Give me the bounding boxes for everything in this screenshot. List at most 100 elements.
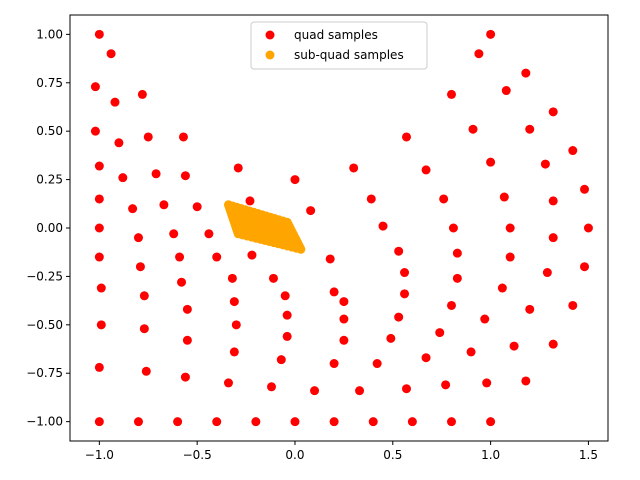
x-tick-label: 1.5 [579,448,598,462]
quad-sample-point [133,417,143,427]
quad-sample-point [568,300,578,310]
quad-sample-point [548,107,558,117]
quad-sample-point [151,169,161,179]
quad-sample-point [435,328,445,338]
quad-sample-point [175,252,185,262]
y-tick-label: −0.50 [26,318,63,332]
quad-sample-point [231,320,241,330]
quad-sample-point [251,417,261,427]
quad-sample-point [421,165,431,175]
legend: quad samples sub-quad samples [250,21,428,70]
quad-sample-point [141,366,151,376]
legend-marker [265,30,275,40]
quad-sample-point [114,138,124,148]
quad-sample-point [407,417,417,427]
quad-sample-point [94,161,104,171]
y-tick-label: 1.00 [36,27,63,41]
quad-sample-point [394,246,404,256]
quad-sample-point [329,417,339,427]
quad-sample-point [282,310,292,320]
quad-sample-point [90,82,100,92]
quad-sample-point [366,194,376,204]
quad-sample-point [325,254,335,264]
quad-sample-point [229,347,239,357]
legend-label: quad samples [294,28,378,42]
quad-sample-point [310,386,320,396]
quad-sample-point [400,268,410,278]
quad-sample-point [94,29,104,39]
quad-sample-point [223,378,233,388]
quad-sample-point [474,49,484,59]
quad-sample-point [180,171,190,181]
quad-sample-point [486,417,496,427]
quad-sample-point [448,223,458,233]
y-tick-label: 0.75 [36,76,63,90]
plot-points [90,29,593,427]
quad-sample-point [548,233,558,243]
quad-sample-point [280,291,290,301]
quad-sample-point [329,287,339,297]
quad-sample-point [276,355,286,365]
quad-sample-point [182,335,192,345]
x-tick-label: 0.0 [285,448,304,462]
quad-sample-point [497,283,507,293]
quad-sample-point [480,314,490,324]
quad-sample-point [94,194,104,204]
quad-sample-point [90,126,100,136]
quad-sample-point [525,304,535,314]
quad-sample-point [306,206,316,216]
quad-sample-point [401,384,411,394]
quad-sample-point [378,221,388,231]
quad-sample-point [180,372,190,382]
quad-sample-point [106,49,116,59]
y-tick-label: −0.75 [26,366,63,380]
quad-sample-point [329,359,339,369]
quad-sample-point [227,273,237,283]
quad-sample-point [339,297,349,307]
quad-sample-point [486,157,496,167]
quad-sample-point [580,262,590,272]
quad-sample-point [482,378,492,388]
quad-sample-point [245,196,255,206]
quad-sample-point [212,252,222,262]
quad-sample-point [355,386,365,396]
quad-sample-point [268,273,278,283]
quad-sample-point [499,192,509,202]
quad-sample-point [192,202,202,212]
x-tick-label: 1.0 [481,448,500,462]
quad-sample-point [212,417,222,427]
quad-sample-point [96,283,106,293]
quad-sample-point [94,362,104,372]
quad-sample-point [521,68,531,78]
quad-sample-point [247,250,257,260]
quad-sample-point [452,248,462,258]
quad-sample-point [540,159,550,169]
quad-sample-point [542,268,552,278]
quad-sample-point [368,417,378,427]
quad-sample-point [583,223,593,233]
quad-sample-point [372,359,382,369]
quad-sample-point [548,196,558,206]
quad-sample-point [267,382,277,392]
quad-sample-point [135,262,145,272]
quad-sample-point [139,291,149,301]
quad-sample-point [452,273,462,283]
x-axis: −1.0 −0.5 0.0 0.5 1.0 1.5 [85,441,598,462]
quad-sample-point [505,223,515,233]
quad-sample-point [137,89,147,99]
quad-sample-point [386,333,396,343]
quad-sample-point [182,304,192,314]
quad-sample-point [110,97,120,107]
x-tick-label: −0.5 [183,448,212,462]
sub-quad-sample-point [296,244,306,254]
quad-sample-point [94,252,104,262]
quad-sample-point [339,314,349,324]
quad-sample-point [139,324,149,334]
quad-sample-point [143,132,153,142]
quad-sample-point [441,380,451,390]
quad-sample-point [501,86,511,96]
quad-sample-point [204,229,214,239]
quad-sample-point [466,347,476,357]
quad-sample-point [580,184,590,194]
quad-sample-point [525,124,535,134]
